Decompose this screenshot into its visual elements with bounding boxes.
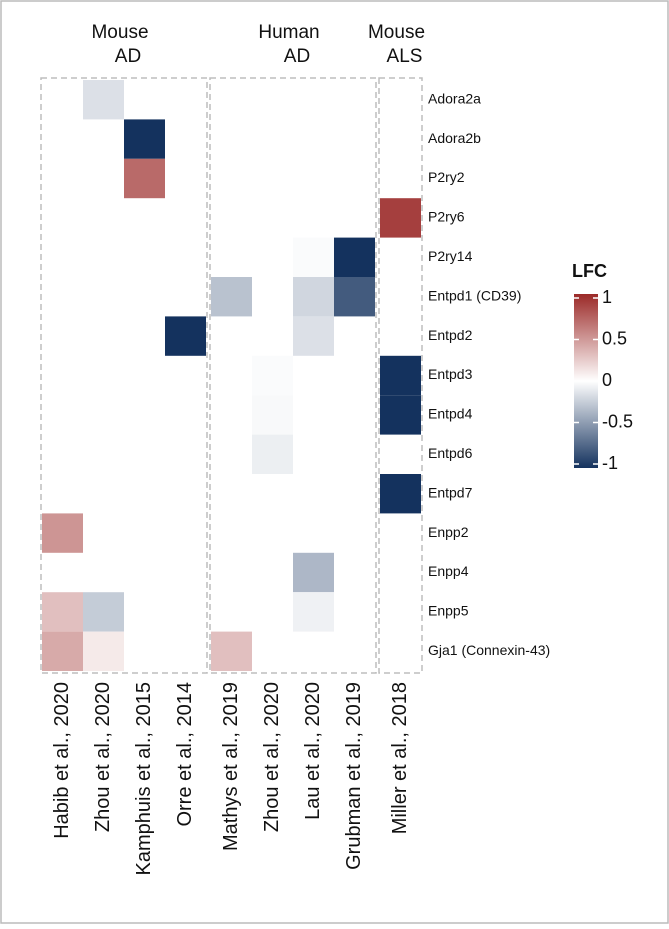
- heatmap-cell: [83, 80, 124, 120]
- column-label: Mathys et al., 2019: [220, 682, 242, 851]
- row-label: Entpd4: [428, 406, 473, 422]
- column-label: Miller et al., 2018: [389, 682, 411, 834]
- row-label: Entpd2: [428, 327, 473, 343]
- row-label: P2ry6: [428, 209, 465, 225]
- row-label: Entpd6: [428, 445, 473, 461]
- heatmap-cell: [334, 277, 375, 317]
- heatmap-cell: [380, 198, 421, 238]
- group-box: [378, 77, 423, 674]
- heatmap-cell: [83, 592, 124, 632]
- row-label: P2ry14: [428, 248, 473, 264]
- heatmap-cell: [293, 592, 334, 632]
- column-label: Kamphuis et al., 2015: [133, 682, 155, 875]
- heatmap-cell: [252, 395, 293, 435]
- group-label: ALS: [387, 46, 423, 67]
- heatmap-cell: [293, 237, 334, 277]
- heatmap-cell: [380, 474, 421, 514]
- heatmap-cell: [211, 631, 252, 671]
- heatmap-cell: [380, 355, 421, 396]
- colorbar-label: 0: [602, 370, 612, 390]
- row-label: Adora2b: [428, 130, 481, 146]
- group-label: Human: [258, 22, 319, 43]
- colorbar-label: 0.5: [602, 328, 627, 348]
- heatmap-cell: [252, 434, 293, 474]
- row-label: Gja1 (Connexin-43): [428, 642, 550, 658]
- group-label: AD: [284, 46, 310, 67]
- column-label: Zhou et al., 2020: [92, 682, 114, 832]
- group-box: [40, 77, 208, 674]
- column-label: Lau et al., 2020: [302, 682, 324, 820]
- heatmap-cell: [293, 277, 334, 317]
- column-label: Habib et al., 2020: [51, 682, 73, 839]
- group-box: [209, 77, 377, 674]
- heatmap-cell: [293, 552, 334, 593]
- group-label: Mouse: [368, 22, 425, 43]
- colorbar-label: -1: [602, 453, 618, 473]
- heatmap-cell: [42, 592, 83, 632]
- row-label: Enpp4: [428, 563, 469, 579]
- heatmap-cell: [124, 158, 165, 199]
- colorbar-label: 1: [602, 287, 612, 307]
- colorbar-label: -0.5: [602, 411, 633, 431]
- row-label: Entpd1 (CD39): [428, 287, 521, 303]
- heatmap-cell: [83, 631, 124, 671]
- column-label: Orre et al., 2014: [174, 682, 196, 827]
- heatmap-cell: [334, 237, 375, 277]
- heatmap-cell: [42, 513, 83, 553]
- heatmap-cell: [211, 277, 252, 317]
- row-label: Enpp5: [428, 603, 469, 619]
- heatmap-cell: [380, 395, 421, 435]
- row-label: Adora2a: [428, 90, 481, 106]
- column-label: Grubman et al., 2019: [343, 682, 365, 870]
- row-label: P2ry2: [428, 169, 465, 185]
- heatmap-cell: [252, 355, 293, 396]
- legend-title: LFC: [572, 261, 607, 281]
- heatmap-cell: [165, 316, 206, 356]
- heatmap-cell: [124, 119, 165, 159]
- row-label: Entpd3: [428, 366, 473, 382]
- row-label: Entpd7: [428, 484, 473, 500]
- row-label: Enpp2: [428, 524, 469, 540]
- heatmap-cell: [42, 631, 83, 671]
- group-label: Mouse: [91, 22, 148, 43]
- group-label: AD: [115, 46, 141, 67]
- heatmap-cell: [293, 316, 334, 356]
- column-label: Zhou et al., 2020: [261, 682, 283, 832]
